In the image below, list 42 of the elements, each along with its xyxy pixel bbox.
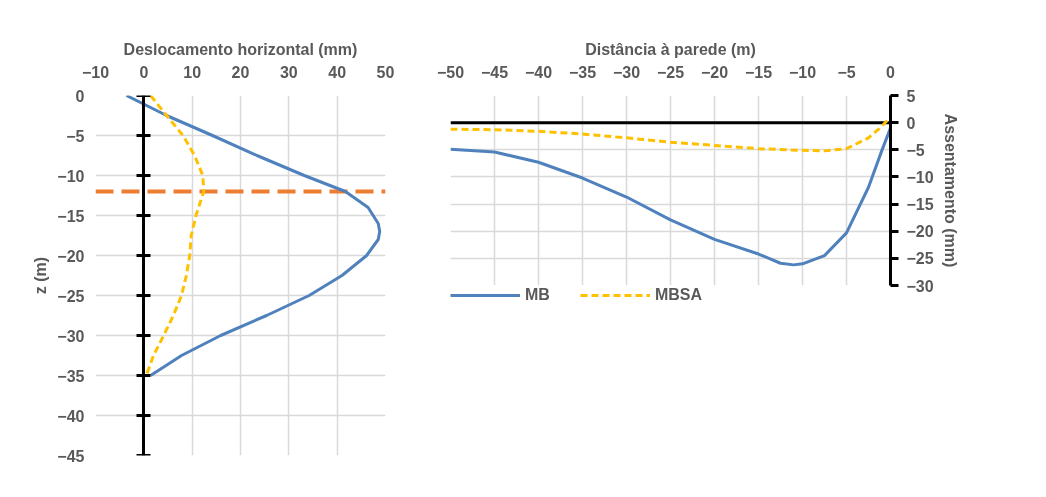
- y-tick-label: −10: [57, 167, 85, 185]
- y-axis-title: Assentamento (mm): [941, 113, 959, 268]
- x-tick-label: −35: [568, 63, 597, 81]
- y-tick-label: −45: [57, 447, 85, 465]
- x-tick-label: 50: [376, 63, 395, 81]
- x-tick-label: −20: [700, 63, 729, 81]
- y-tick-label: −25: [906, 250, 934, 268]
- x-tick-label: −50: [436, 63, 465, 81]
- y-tick-label: −15: [57, 207, 85, 225]
- y-tick-label: −30: [906, 277, 934, 295]
- y-tick-label: −10: [906, 168, 934, 186]
- y-tick-label: 0: [75, 87, 85, 105]
- x-tick-label: 30: [279, 63, 298, 81]
- x-tick-label: 40: [328, 63, 347, 81]
- x-tick-label: −45: [480, 63, 509, 81]
- x-tick-label: −5: [837, 63, 856, 81]
- x-tick-label: −10: [81, 63, 110, 81]
- x-tick-label: −40: [524, 63, 553, 81]
- x-tick-label: −10: [788, 63, 817, 81]
- y-tick-label: 0: [906, 114, 916, 132]
- y-tick-label: −15: [906, 196, 934, 214]
- y-tick-label: −35: [57, 367, 85, 385]
- legend-label: MB: [525, 286, 550, 304]
- x-tick-label: 0: [139, 63, 149, 81]
- x-axis-title: Distância à parede (m): [585, 40, 756, 58]
- x-tick-label: −25: [656, 63, 685, 81]
- y-axis-title: z (m): [32, 256, 50, 295]
- x-tick-label: −15: [744, 63, 773, 81]
- y-tick-label: −20: [906, 223, 934, 241]
- x-tick-label: 10: [183, 63, 202, 81]
- y-tick-label: −25: [57, 287, 85, 305]
- legend-label: MBSA: [654, 286, 702, 304]
- y-tick-label: −5: [906, 141, 925, 159]
- x-tick-label: 0: [886, 63, 896, 81]
- y-tick-label: 5: [906, 87, 916, 105]
- x-tick-label: 20: [231, 63, 250, 81]
- y-tick-label: −20: [57, 247, 85, 265]
- y-tick-label: −5: [66, 127, 85, 145]
- x-axis-title: Deslocamento horizontal (mm): [123, 40, 358, 58]
- x-tick-label: −30: [612, 63, 641, 81]
- y-tick-label: −30: [57, 327, 85, 345]
- y-tick-label: −40: [57, 407, 85, 425]
